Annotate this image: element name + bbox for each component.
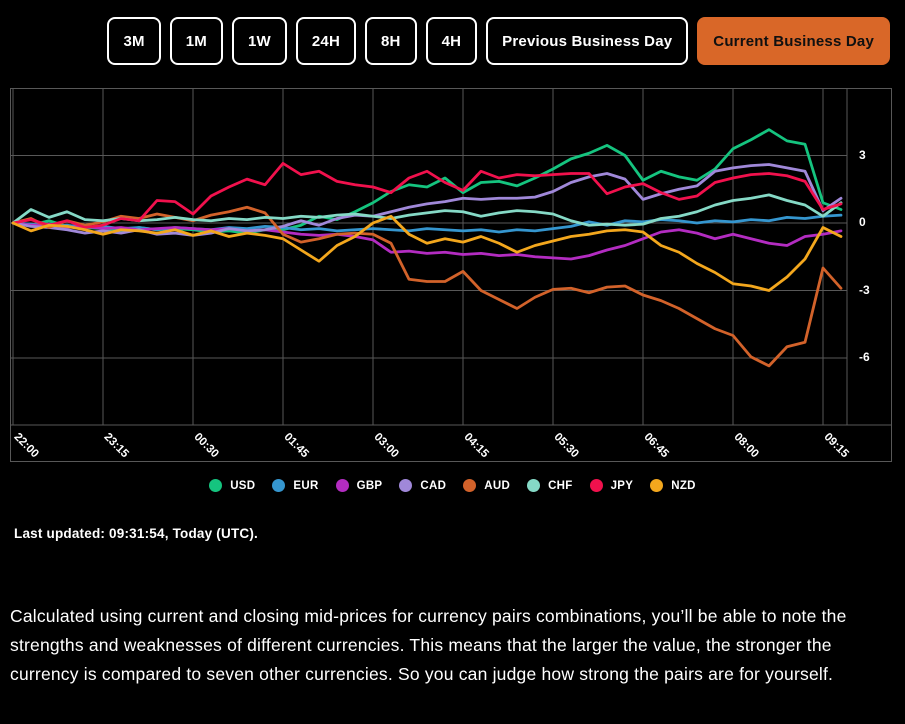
chart-plot-area bbox=[11, 89, 891, 426]
time-range-toolbar: 3M 1M 1W 24H 8H 4H Previous Business Day Curren… bbox=[0, 17, 890, 65]
y-tick-label: 0 bbox=[859, 215, 866, 229]
chart-legend: USD EUR GBP CAD AUD CHF JPY NZD bbox=[0, 479, 905, 492]
series-line-nzd bbox=[11, 214, 843, 292]
range-button-4h[interactable]: 4H bbox=[425, 17, 478, 65]
legend-item-jpy[interactable]: JPY bbox=[589, 479, 634, 492]
legend-item-gbp[interactable]: GBP bbox=[335, 479, 383, 492]
legend-color-dot bbox=[272, 479, 286, 492]
range-button-1m[interactable]: 1M bbox=[169, 17, 223, 65]
y-tick-label: -6 bbox=[859, 350, 870, 364]
legend-color-dot bbox=[527, 479, 541, 492]
legend-label: GBP bbox=[356, 479, 383, 492]
legend-label: CHF bbox=[548, 479, 573, 492]
series-line-gbp bbox=[11, 221, 843, 261]
currency-strength-chart: 22:00 23:15 00:30 01:45 03:00 04:15 05:30 06:45… bbox=[10, 88, 892, 462]
range-button-1w[interactable]: 1W bbox=[231, 17, 287, 65]
legend-item-cad[interactable]: CAD bbox=[399, 479, 446, 492]
legend-color-dot bbox=[463, 479, 477, 492]
range-button-24h[interactable]: 24H bbox=[295, 17, 357, 65]
range-button-current-business-day[interactable]: Current Business Day bbox=[697, 17, 890, 65]
legend-item-chf[interactable]: CHF bbox=[527, 479, 573, 492]
legend-item-eur[interactable]: EUR bbox=[272, 479, 318, 492]
description-paragraph: Calculated using current and closing mid… bbox=[10, 606, 847, 684]
series-line-jpy bbox=[11, 161, 843, 229]
y-tick-label: -3 bbox=[859, 282, 870, 297]
y-tick-label: 3 bbox=[859, 147, 866, 162]
legend-color-dot bbox=[399, 479, 413, 492]
last-updated-text: Last updated: 09:31:54, Today (UTC). bbox=[14, 526, 258, 541]
legend-label: EUR bbox=[293, 479, 319, 492]
legend-label: CAD bbox=[420, 479, 447, 492]
legend-color-dot bbox=[209, 479, 223, 492]
legend-label: JPY bbox=[610, 479, 634, 492]
legend-item-usd[interactable]: USD bbox=[209, 479, 255, 492]
legend-item-aud[interactable]: AUD bbox=[463, 479, 510, 492]
series-line-aud bbox=[11, 205, 843, 368]
legend-label: AUD bbox=[484, 479, 511, 492]
series-line-chf bbox=[11, 193, 843, 227]
legend-label: USD bbox=[230, 479, 256, 492]
series-line-cad bbox=[11, 163, 843, 237]
range-button-previous-business-day[interactable]: Previous Business Day bbox=[486, 17, 689, 65]
legend-label: NZD bbox=[671, 479, 696, 492]
legend-color-dot bbox=[589, 479, 603, 492]
range-button-3m[interactable]: 3M bbox=[107, 17, 161, 65]
legend-color-dot bbox=[650, 479, 664, 492]
range-button-8h[interactable]: 8H bbox=[365, 17, 417, 65]
legend-color-dot bbox=[335, 479, 349, 492]
legend-item-nzd[interactable]: NZD bbox=[650, 479, 696, 492]
